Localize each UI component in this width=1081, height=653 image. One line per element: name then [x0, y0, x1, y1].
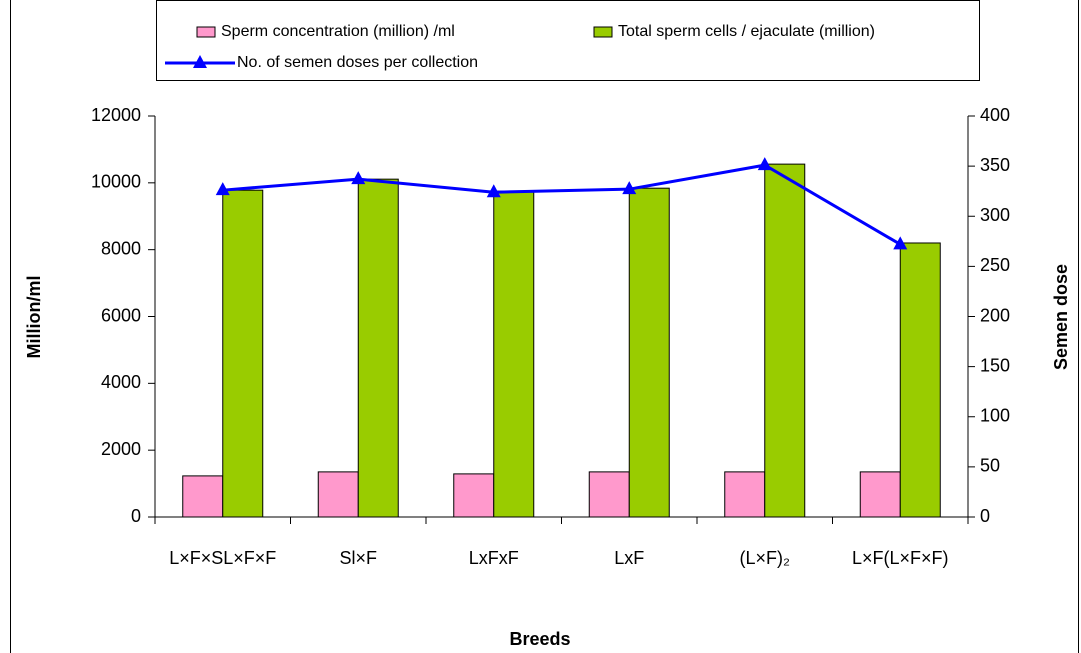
x-tick-label: (L×F)₂: [740, 548, 791, 568]
legend-label: No. of semen doses per collection: [237, 54, 478, 71]
bar: [453, 473, 495, 518]
y-tick-label: 6000: [101, 305, 141, 325]
line: [222, 163, 902, 246]
bar: [859, 471, 901, 518]
bar: [899, 242, 941, 518]
x-tick-label: L×F×SL×F×F: [169, 548, 276, 568]
bar: [628, 187, 670, 518]
y2-axis-label: Semen dose: [1051, 264, 1071, 370]
legend-swatch: [593, 26, 613, 38]
legend-label: Total sperm cells / ejaculate (million): [618, 23, 875, 40]
y-tick-label: 2000: [101, 439, 141, 459]
legend: [156, 0, 980, 81]
y2-tick-label: 350: [980, 155, 1010, 175]
line-marker: [757, 157, 772, 171]
y2-tick-label: 200: [980, 305, 1010, 325]
line-marker: [193, 55, 207, 68]
y2-tick-label: 150: [980, 355, 1010, 375]
bar: [222, 189, 264, 518]
y2-tick-label: 50: [980, 456, 1000, 476]
x-tick-label: L×F(L×F×F): [852, 548, 949, 568]
legend-label: Sperm concentration (million) /ml: [221, 23, 455, 40]
y-tick-label: 4000: [101, 372, 141, 392]
bar: [588, 471, 630, 518]
line-marker: [486, 184, 501, 198]
x-tick-label: LxF: [614, 548, 644, 568]
y-tick-label: 0: [131, 506, 141, 526]
line-marker: [215, 182, 230, 196]
legend-swatch: [196, 26, 216, 38]
x-tick-label: LxFxF: [469, 548, 519, 568]
x-tick-label: Sl×F: [339, 548, 377, 568]
y2-tick-label: 100: [980, 406, 1010, 426]
bar: [493, 190, 535, 518]
bar: [764, 163, 806, 518]
line-marker: [622, 181, 637, 195]
bar: [357, 178, 399, 518]
y-tick-label: 10000: [91, 172, 141, 192]
x-axis-label: Breeds: [509, 629, 570, 649]
y-axis-label: Million/ml: [24, 276, 44, 359]
line-marker: [893, 236, 908, 250]
bar: [317, 471, 359, 518]
y-tick-label: 12000: [91, 105, 141, 125]
bar: [724, 471, 766, 518]
bar: [182, 475, 224, 518]
chart-border: [10, 0, 1079, 653]
line-marker: [351, 171, 366, 185]
y2-tick-label: 400: [980, 105, 1010, 125]
y2-tick-label: 250: [980, 255, 1010, 275]
y-tick-label: 8000: [101, 238, 141, 258]
y2-tick-label: 0: [980, 506, 990, 526]
y2-tick-label: 300: [980, 205, 1010, 225]
